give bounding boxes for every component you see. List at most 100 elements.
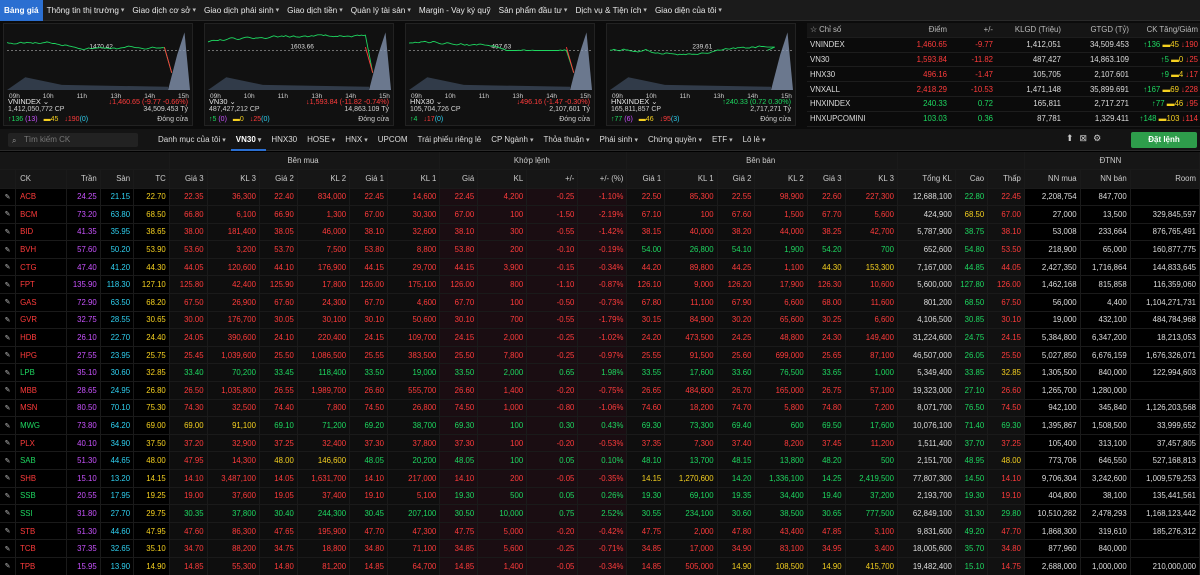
column-header[interactable]: KL 1	[387, 169, 441, 189]
cell-ck[interactable]: BVH	[15, 240, 68, 259]
pin-icon[interactable]: ✎	[0, 522, 17, 541]
column-header[interactable]: Giá 1	[349, 169, 388, 189]
stock-row-bid[interactable]: ✎ BID 41.35 35.95 38.65 38.00 181,400 38.05 46,0…	[0, 223, 1200, 242]
pin-icon[interactable]: ✎	[0, 434, 17, 453]
tab-5[interactable]: UPCOM	[373, 129, 413, 151]
delete-icon[interactable]: ⊠	[1079, 133, 1088, 143]
market-card-vn30[interactable]: 1603.66 09h 10h 11h 13h 14h 15h VN30 ⌄ ↓1,593.84…	[204, 23, 394, 126]
tab-9[interactable]: Phái sinh ▾	[595, 129, 643, 151]
card-index-name[interactable]: HNXINDEX ⌄	[611, 97, 657, 106]
tab-12[interactable]: Lô lẻ ▾	[738, 129, 771, 151]
index-row-hnx30[interactable]: HNX30 496.16 -1.47 105,705 2,107.601 ↑9 ▬4 ↓1…	[807, 67, 1200, 83]
stock-row-bvh[interactable]: ✎ BVH 57.60 50.20 53.90 53.60 3,200 53.70 7,500 5…	[0, 240, 1200, 259]
cell-ck[interactable]: TCB	[15, 539, 68, 558]
column-header[interactable]: Giá 2	[259, 169, 298, 189]
pin-icon[interactable]: ✎	[0, 381, 17, 400]
cell-ck[interactable]: SHB	[15, 469, 68, 488]
nav-item-5[interactable]: Quản lý tài sản ▾	[347, 0, 415, 21]
column-header[interactable]: Room	[1130, 169, 1200, 189]
nav-item-1[interactable]: Thông tin thị trường ▾	[43, 0, 129, 21]
pin-icon[interactable]: ✎	[0, 188, 17, 207]
stock-row-sab[interactable]: ✎ SAB 51.30 44.65 48.00 47.95 14,300 48.00 146,6…	[0, 451, 1200, 470]
column-header[interactable]: KL	[477, 169, 528, 189]
stock-row-lpb[interactable]: ✎ LPB 35.10 30.60 32.85 33.40 70,200 33.45 118,4…	[0, 363, 1200, 383]
column-header[interactable]: KL 2	[754, 169, 808, 189]
cell-ck[interactable]: CTG	[15, 258, 68, 277]
pin-icon[interactable]: ✎	[0, 275, 17, 295]
place-order-button[interactable]: Đặt lệnh	[1131, 132, 1197, 148]
nav-item-7[interactable]: Sản phẩm đầu tư ▾	[495, 0, 572, 21]
pin-icon[interactable]: ✎	[0, 258, 17, 277]
nav-item-0[interactable]: Bảng giá	[0, 0, 43, 21]
pin-icon[interactable]: ✎	[0, 205, 17, 224]
stock-row-fpt[interactable]: ✎ FPT 135.90 118.30 127.10 125.80 42,400 125.90…	[0, 275, 1200, 295]
pin-icon[interactable]: ✎	[0, 223, 17, 242]
pin-icon[interactable]: ✎	[0, 399, 17, 418]
cell-ck[interactable]: MWG	[15, 416, 68, 435]
nav-item-3[interactable]: Giao dịch phái sinh ▾	[200, 0, 283, 21]
cell-ck[interactable]: GVR	[15, 311, 68, 330]
stock-row-msn[interactable]: ✎ MSN 80.50 70.10 75.30 74.30 32,500 74.40 7,800…	[0, 399, 1200, 418]
index-row-hnxupcomini[interactable]: HNXUPCOMINI 103.03 0.36 87,781 1,329.411 ↑148…	[807, 112, 1200, 127]
stock-row-gas[interactable]: ✎ GAS 72.90 63.50 68.20 67.50 26,900 67.60 24,30…	[0, 293, 1200, 312]
column-header[interactable]: +/- (%)	[577, 169, 628, 189]
cell-ck[interactable]: HDB	[15, 328, 68, 347]
column-header[interactable]: Giá	[439, 169, 479, 189]
column-header[interactable]: Cao	[955, 169, 989, 189]
cell-ck[interactable]: STB	[15, 522, 68, 541]
tab-6[interactable]: Trái phiếu riêng lẻ	[412, 129, 486, 151]
pin-icon[interactable]: ✎	[0, 346, 17, 365]
pin-icon[interactable]: ✎	[0, 557, 17, 575]
column-header[interactable]: Trần	[66, 169, 101, 189]
cell-ck[interactable]: TPB	[15, 557, 68, 575]
index-row-vnxall[interactable]: VNXALL 2,418.29 -10.53 1,471,148 35,899.691 ↑…	[807, 82, 1200, 97]
cell-ck[interactable]: FPT	[15, 275, 68, 295]
column-header[interactable]: NN bán	[1080, 169, 1131, 189]
cell-ck[interactable]: BCM	[15, 205, 68, 224]
stock-row-tcb[interactable]: ✎ TCB 37.35 32.65 35.10 34.70 88,200 34.75 18,80…	[0, 539, 1200, 558]
tab-7[interactable]: CP Ngành ▾	[486, 129, 538, 151]
column-header[interactable]: +/-	[526, 169, 579, 189]
pin-icon[interactable]: ✎	[0, 539, 17, 558]
column-header[interactable]: CK	[15, 169, 68, 189]
stock-row-hdb[interactable]: ✎ HDB 26.10 22.70 24.40 24.05 390,600 24.10 220,…	[0, 328, 1200, 347]
tab-2[interactable]: HNX30	[266, 129, 302, 151]
cell-ck[interactable]: MSN	[15, 399, 68, 418]
stock-row-gvr[interactable]: ✎ GVR 32.75 28.55 30.65 30.00 176,700 30.05 30,1…	[0, 311, 1200, 330]
cell-ck[interactable]: ACB	[15, 188, 68, 207]
tab-10[interactable]: Chứng quyền ▾	[643, 129, 707, 151]
market-card-hnx30[interactable]: 497.63 09h 10h 11h 13h 14h 15h HNX30 ⌄ ↓496.16 (…	[405, 23, 595, 126]
stock-row-stb[interactable]: ✎ STB 51.30 44.60 47.95 47.60 86,300 47.65 195,9…	[0, 522, 1200, 541]
column-header[interactable]: KL 2	[297, 169, 351, 189]
card-index-name[interactable]: VNINDEX ⌄	[8, 97, 49, 106]
column-header[interactable]: KL 3	[207, 169, 260, 189]
column-header[interactable]: Giá 3	[169, 169, 208, 189]
column-header[interactable]: Thấp	[987, 169, 1025, 189]
column-header[interactable]: NN mua	[1024, 169, 1081, 189]
stock-row-acb[interactable]: ✎ ACB 24.25 21.15 22.70 22.35 36,300 22.40 834,0…	[0, 188, 1200, 207]
nav-item-4[interactable]: Giao dịch tiền ▾	[283, 0, 347, 21]
tab-11[interactable]: ETF ▾	[707, 129, 738, 151]
tab-8[interactable]: Thỏa thuận ▾	[539, 129, 595, 151]
cell-ck[interactable]: HPG	[15, 346, 68, 365]
card-index-name[interactable]: VN30 ⌄	[209, 97, 236, 106]
column-header[interactable]: Sàn	[100, 169, 135, 189]
pin-icon[interactable]: ✎	[0, 293, 17, 312]
column-header[interactable]: Giá 2	[717, 169, 756, 189]
cell-ck[interactable]: SSI	[15, 504, 68, 523]
stock-row-shb[interactable]: ✎ SHB 15.10 13.20 14.15 14.10 3,487,100 14.05 1,…	[0, 469, 1200, 488]
market-card-hnxindex[interactable]: 239.61 09h 10h 11h 13h 14h 15h HNXINDEX ⌄ ↑240.3…	[606, 23, 796, 126]
column-header[interactable]: KL 1	[664, 169, 718, 189]
index-row-vnindex[interactable]: VNINDEX 1,460.65 -9.77 1,412,051 34,509.453 ↑…	[807, 38, 1200, 53]
cell-ck[interactable]: SAB	[15, 451, 68, 470]
pin-icon[interactable]: ✎	[0, 504, 17, 523]
market-card-vnindex[interactable]: 1470.42 09h 10h 11h 13h 14h 15h VNINDEX ⌄ ↓1,460…	[3, 23, 193, 126]
tab-1[interactable]: VN30 ▾	[230, 129, 267, 151]
arrow-up-icon[interactable]: ⬆	[1066, 133, 1074, 143]
tab-0[interactable]: Danh mục của tôi ▾	[153, 129, 231, 151]
pin-icon[interactable]: ✎	[0, 363, 17, 383]
pin-icon[interactable]: ✎	[0, 451, 17, 470]
cell-ck[interactable]: PLX	[15, 434, 68, 453]
column-header[interactable]: Giá 1	[626, 169, 666, 189]
column-header[interactable]: Giá 3	[807, 169, 846, 189]
